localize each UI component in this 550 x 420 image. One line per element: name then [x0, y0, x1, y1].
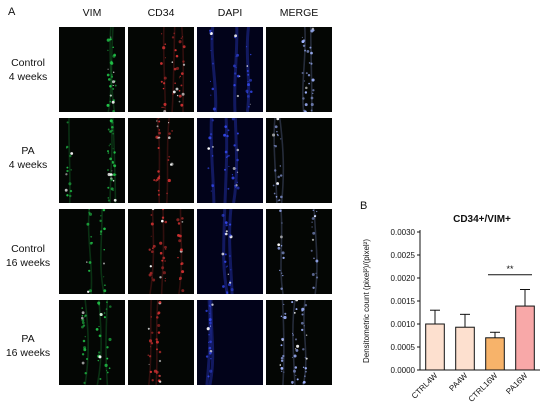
row-label-line1: PA — [21, 333, 35, 345]
x-category-label: PA16W — [504, 371, 529, 396]
x-category-label: CTRL4W — [410, 371, 440, 401]
chart-body: 0.0000 0.0005 0.0010 0.0015 0.0020 0.0025 0.00… — [391, 228, 540, 404]
bar-ctrl4w — [425, 323, 445, 371]
col-header-merge: MERGE — [279, 7, 319, 19]
micrograph-vim-row-3 — [59, 209, 125, 294]
bar-ctrl16w — [485, 337, 505, 371]
scale-bar-label: 50 μm — [313, 404, 330, 410]
micrograph-vim-row-4 — [59, 300, 125, 385]
scale-bar — [312, 412, 326, 414]
row-label-pa-16w: PA 16 weeks — [0, 332, 56, 360]
row-label-line1: Control — [11, 57, 45, 69]
micrograph-dapi-row-3 — [197, 209, 263, 294]
y-tick-label: 0.0015 — [391, 297, 416, 306]
micrograph-cd34-row-1 — [128, 27, 194, 112]
row-label-line2: 4 weeks — [8, 71, 48, 83]
bar-chart: CD34+/VIM+ Densitometric count (pixel²)/… — [360, 210, 550, 420]
micrograph-cd34-row-2 — [128, 118, 194, 203]
y-tick-label: 0.0025 — [391, 251, 416, 260]
row-label-line2: 16 weeks — [5, 347, 51, 359]
row-label-control-4w: Control 4 weeks — [0, 56, 56, 84]
bar-pa16w — [515, 305, 535, 371]
col-header-cd34: CD34 — [147, 7, 175, 19]
y-axis-title: Densitometric count (pixel²)/(pixel²) — [362, 239, 371, 363]
micrograph-vim-row-2 — [59, 118, 125, 203]
row-label-line1: PA — [21, 145, 35, 157]
micrograph-merge-row-1 — [266, 27, 332, 112]
row-label-line2: 16 weeks — [5, 257, 51, 269]
y-tick-label: 0.0005 — [391, 343, 416, 352]
chart-title: CD34+/VIM+ — [453, 214, 511, 225]
panel-a-letter: A — [8, 6, 16, 18]
micrograph-cd34-row-4 — [128, 300, 194, 385]
row-label-line1: Control — [11, 243, 45, 255]
bar-pa4w — [455, 326, 475, 371]
micrograph-dapi-row-2 — [197, 118, 263, 203]
micrograph-merge-row-3 — [266, 209, 332, 294]
row-label-control-16w: Control 16 weeks — [0, 242, 56, 270]
significance-label: ** — [506, 264, 514, 274]
micrograph-dapi-row-1 — [197, 27, 263, 112]
y-tick-label: 0.0000 — [391, 366, 416, 375]
micrograph-merge-row-4 — [266, 300, 332, 385]
row-label-pa-4w: PA 4 weeks — [0, 144, 56, 172]
col-header-dapi: DAPI — [217, 7, 243, 19]
x-category-label: PA4W — [447, 371, 469, 393]
row-label-line2: 4 weeks — [8, 159, 48, 171]
micrograph-merge-row-2 — [266, 118, 332, 203]
col-header-vim: VIM — [82, 7, 102, 19]
y-tick-label: 0.0010 — [391, 320, 416, 329]
micrograph-dapi-row-4 — [197, 300, 263, 385]
y-tick-label: 0.0030 — [391, 228, 416, 237]
panel-b-letter: B — [360, 200, 368, 212]
micrograph-vim-row-1 — [59, 27, 125, 112]
x-category-label: CTRL16W — [467, 371, 500, 404]
y-tick-label: 0.0020 — [391, 274, 416, 283]
micrograph-cd34-row-3 — [128, 209, 194, 294]
